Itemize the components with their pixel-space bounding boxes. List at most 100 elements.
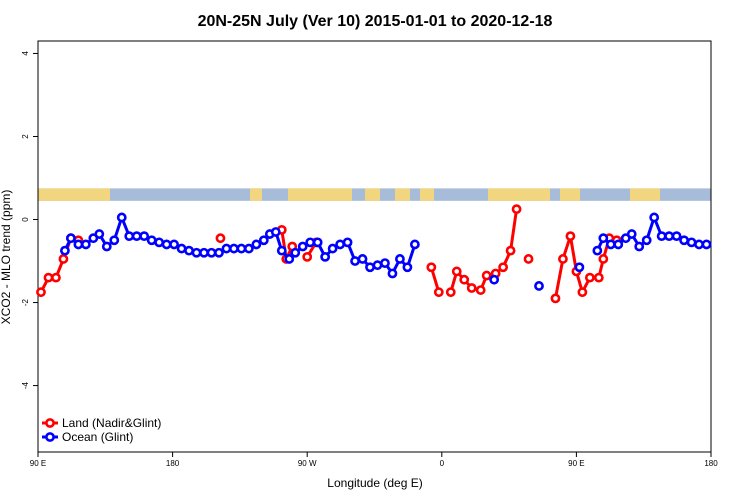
ocean-point (154, 237, 165, 248)
land-point (498, 262, 509, 273)
x-tick-label: 0 (440, 459, 445, 468)
legend: Land (Nadir&Glint)Ocean (Glint) (42, 416, 161, 444)
land-point (577, 287, 588, 298)
land-point (433, 287, 444, 298)
chart-title: 20N-25N July (Ver 10) 2015-01-01 to 2020… (198, 13, 553, 30)
ocean-point (694, 239, 704, 250)
ocean-point (284, 254, 295, 264)
land-point (475, 285, 486, 295)
ocean-point (305, 237, 316, 248)
land-point (451, 266, 462, 277)
ocean-point (312, 237, 323, 248)
ocean-point (372, 260, 383, 271)
ocean-point (290, 247, 301, 258)
ocean-point (251, 239, 262, 250)
map-strip-land (250, 188, 262, 201)
ocean-point (191, 247, 202, 258)
ocean-point (214, 247, 224, 258)
ocean-point (206, 247, 217, 258)
land-point (565, 231, 576, 242)
ocean-point (489, 274, 500, 285)
land-point (558, 254, 568, 264)
land-point (511, 204, 522, 215)
ocean-point (641, 235, 652, 246)
ocean-point (243, 243, 254, 254)
ocean-point (184, 245, 194, 256)
land-point (505, 245, 516, 256)
ocean-point (258, 235, 269, 246)
map-strip-land (560, 188, 580, 201)
land-point (459, 274, 470, 285)
map-strip-land (395, 188, 410, 201)
y-tick-label: -4 (21, 381, 30, 389)
ocean-series (60, 212, 712, 291)
x-tick-label: 90 E (568, 459, 584, 468)
ocean-point (605, 239, 616, 250)
x-axis-label: Longitude (deg E) (327, 476, 422, 490)
ocean-point (342, 237, 353, 248)
ocean-point (270, 227, 281, 237)
ocean-point (297, 241, 308, 252)
ocean-point (73, 239, 84, 250)
ocean-point (139, 231, 150, 242)
ocean-point (80, 239, 91, 250)
ocean-point (94, 229, 105, 239)
ocean-point (146, 235, 157, 246)
x-tick-label: 90 W (298, 459, 317, 468)
land-point (215, 233, 226, 244)
ocean-point (320, 251, 331, 262)
x-tick-label: 180 (166, 459, 180, 468)
legend-marker (45, 418, 55, 428)
land-point (523, 254, 534, 264)
land-point (51, 272, 61, 283)
ocean-point (66, 233, 76, 244)
ocean-point (236, 243, 247, 254)
land-point (302, 251, 313, 262)
ocean-point (592, 245, 603, 256)
land-line (449, 208, 519, 293)
land-point (58, 254, 69, 264)
y-tick-label: 2 (21, 134, 30, 139)
ocean-point (169, 239, 179, 250)
map-strip-land (420, 188, 434, 201)
ocean-point (176, 243, 187, 254)
plot-area: 90 E 180 90 W 0 90 E 180 -4 -2 0 2 4 (21, 40, 718, 468)
land-point (36, 287, 46, 298)
legend-label: Land (Nadir&Glint) (62, 416, 161, 430)
map-strip-land (38, 188, 110, 201)
land-line (39, 236, 79, 293)
land-point (43, 272, 54, 283)
ocean-point (350, 256, 360, 266)
ocean-point (109, 235, 120, 246)
ocean-point (229, 243, 239, 254)
land-point (598, 254, 609, 264)
ocean-point (656, 231, 667, 242)
x-tick-label: 180 (704, 459, 718, 468)
ocean-point (101, 241, 112, 252)
ocean-point (131, 231, 142, 242)
ocean-point (409, 239, 420, 250)
y-axis-label: XCO2 - MLO trend (ppm) (0, 190, 13, 325)
land-point (550, 293, 561, 304)
ocean-point (387, 268, 398, 279)
plot-frame (37, 40, 712, 453)
ocean-point (534, 281, 544, 291)
legend-marker (45, 432, 55, 442)
ocean-point (161, 239, 172, 250)
ocean-point (598, 233, 609, 244)
map-strip-land (630, 188, 660, 201)
ocean-point (199, 247, 209, 258)
ocean-point (634, 241, 645, 252)
ocean-point (327, 243, 338, 254)
ocean-point (357, 254, 368, 264)
ocean-point (679, 235, 689, 246)
ocean-point (395, 254, 405, 264)
ocean-point (701, 239, 712, 250)
x-tick-label: 90 E (30, 459, 46, 468)
ocean-point (649, 212, 660, 223)
ocean-point (124, 231, 135, 242)
land-point (466, 283, 477, 293)
land-line (553, 234, 618, 299)
map-strip-land (488, 188, 550, 201)
